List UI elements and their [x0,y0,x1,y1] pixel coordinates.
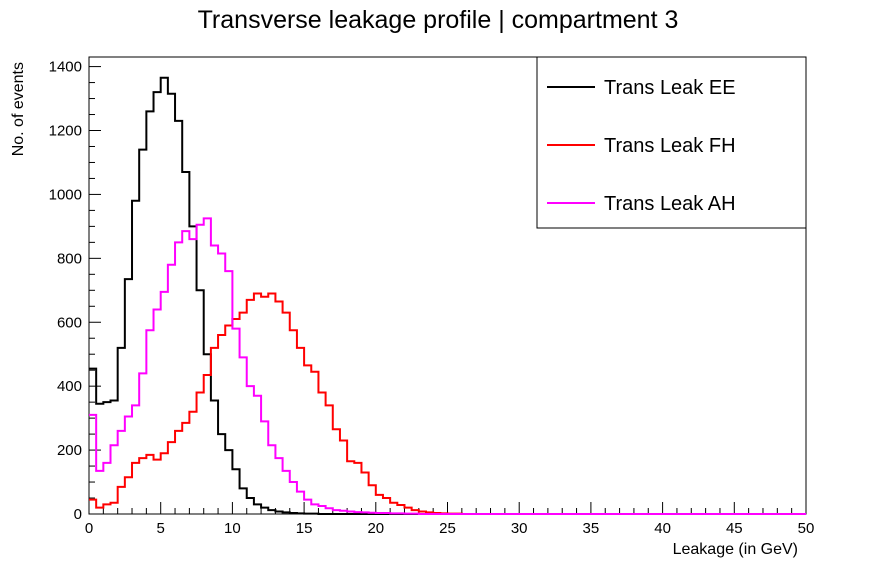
plot-area: 0 5 10 15 20 25 30 35 40 45 50 0 200 400 600 800 1000 120… [49,56,815,537]
chart-title: Transverse leakage profile | compartment… [198,6,679,34]
x-tick-label: 10 [224,520,241,537]
legend-label-2: Trans Leak FH [604,135,736,157]
y-tick-label: 800 [57,250,82,267]
y-tick-label: 600 [57,314,82,331]
series-line-3 [89,217,806,515]
x-tick-label: 35 [583,520,600,537]
y-tick-label: 0 [74,506,82,523]
y-tick-label: 1400 [49,59,82,76]
x-tick-label: 30 [511,520,528,537]
x-tick-label: 5 [157,520,165,537]
y-axis-label: No. of events [10,62,27,156]
x-tick-label: 0 [85,520,93,537]
x-tick-label: 50 [798,520,815,537]
x-tick-label: 15 [296,520,313,537]
legend: Trans Leak EE Trans Leak FH Trans Leak AH [536,56,807,229]
y-tick-label: 1200 [49,123,82,140]
x-tick-label: 25 [439,520,456,537]
y-tick-label: 1000 [49,186,82,203]
legend-label-1: Trans Leak EE [604,77,736,99]
x-tick-label: 40 [654,520,671,537]
x-axis-label: Leakage (in GeV) [673,541,798,558]
x-tick-label: 45 [726,520,743,537]
y-tick-label: 400 [57,378,82,395]
x-tick-label: 20 [367,520,384,537]
y-tick-label: 200 [57,442,82,459]
legend-box [536,56,807,229]
legend-label-3: Trans Leak AH [604,193,736,215]
